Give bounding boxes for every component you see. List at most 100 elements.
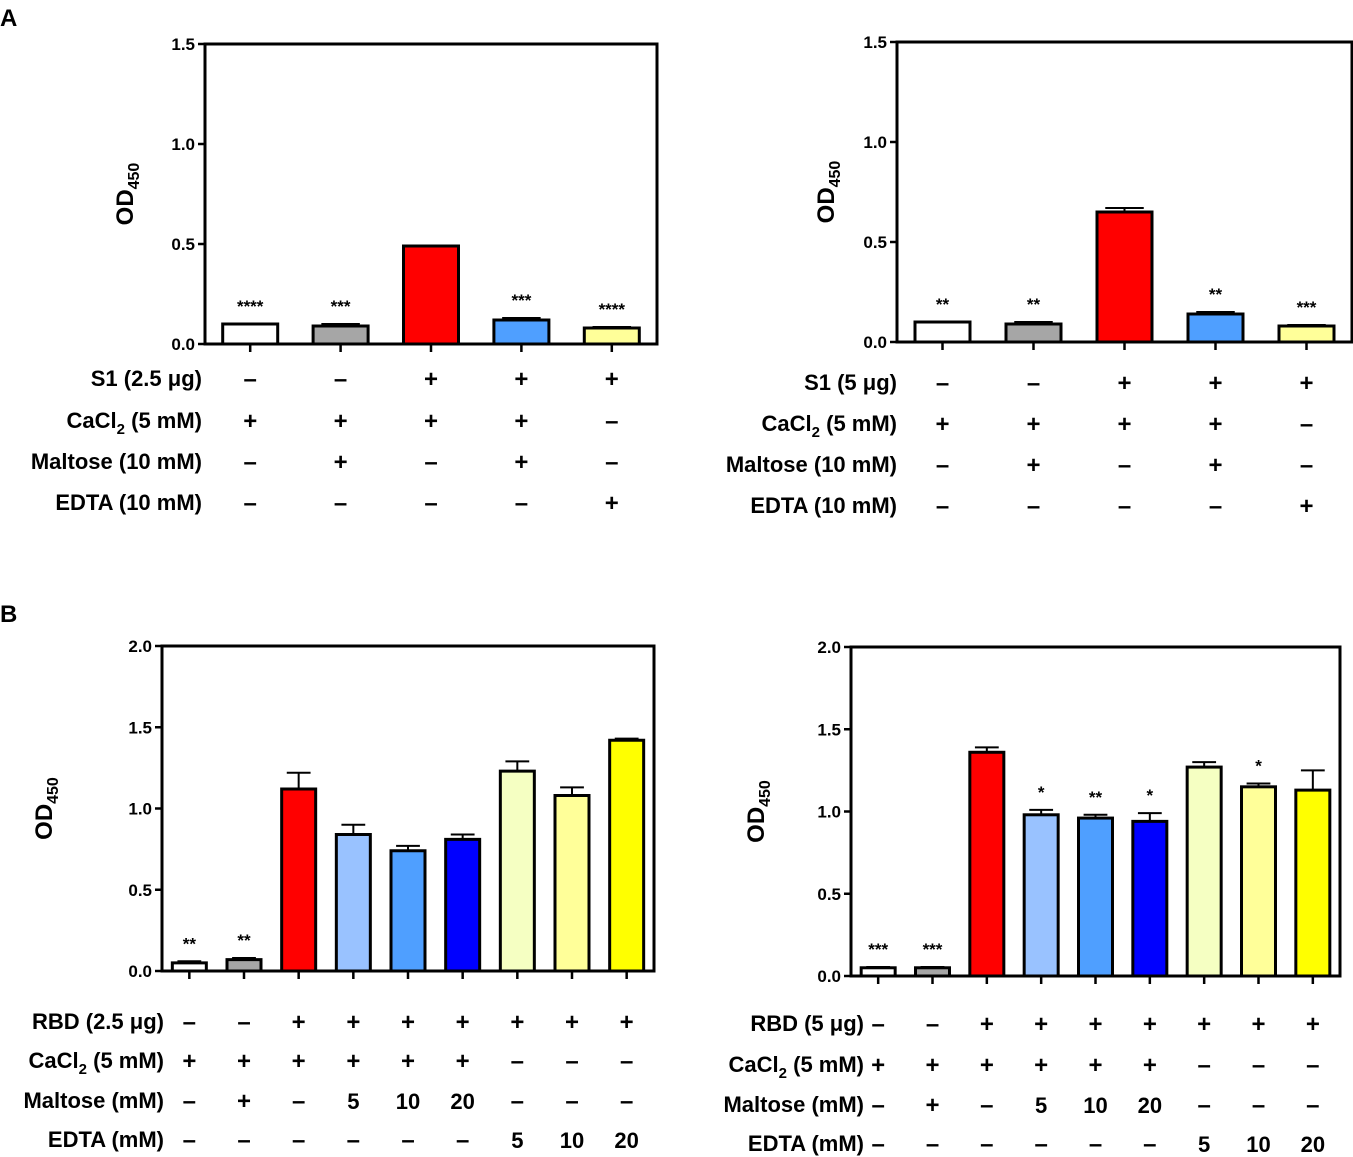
condition-cell: + bbox=[424, 366, 438, 393]
bar bbox=[1022, 813, 1060, 978]
bar bbox=[1277, 324, 1336, 344]
condition-cell: + bbox=[1088, 1052, 1102, 1079]
condition-row-label-text: CaCl bbox=[67, 408, 117, 433]
condition-cell: + bbox=[1034, 1011, 1048, 1038]
y-tick-label: 1.5 bbox=[128, 718, 152, 737]
condition-cell: – bbox=[1027, 370, 1040, 397]
bar bbox=[221, 322, 280, 346]
condition-cell: – bbox=[871, 1131, 884, 1157]
condition-cell: – bbox=[565, 1088, 578, 1115]
condition-cell: – bbox=[244, 490, 257, 517]
significance-label: *** bbox=[511, 291, 531, 310]
condition-cell: + bbox=[510, 1009, 524, 1036]
condition-row-label: Maltose (10 mM) bbox=[726, 452, 897, 477]
condition-cell: + bbox=[237, 1048, 251, 1075]
condition-cell: 20 bbox=[1301, 1132, 1325, 1157]
condition-cell: – bbox=[292, 1127, 305, 1154]
panel-label-b: B bbox=[0, 601, 17, 628]
condition-row-label: Maltose (10 mM) bbox=[31, 449, 202, 474]
condition-cell: – bbox=[401, 1127, 414, 1154]
bar bbox=[402, 244, 460, 346]
condition-cell: + bbox=[605, 366, 619, 393]
condition-cell: 10 bbox=[560, 1128, 584, 1153]
condition-cell: + bbox=[292, 1048, 306, 1075]
condition-row-label-sub: 2 bbox=[79, 1061, 87, 1078]
significance-label: * bbox=[1255, 757, 1262, 776]
condition-cell: – bbox=[1197, 1052, 1210, 1079]
condition-cell: + bbox=[514, 408, 528, 435]
bar bbox=[492, 318, 551, 346]
significance-label: * bbox=[1147, 786, 1154, 805]
condition-cell: + bbox=[346, 1009, 360, 1036]
bar bbox=[1186, 312, 1245, 344]
condition-cell: 5 bbox=[511, 1128, 523, 1153]
condition-cell: – bbox=[871, 1011, 884, 1038]
condition-row-label-text: S1 (5 μg) bbox=[804, 370, 897, 395]
condition-cell: + bbox=[401, 1048, 415, 1075]
condition-cell: – bbox=[936, 452, 949, 479]
condition-cell: 20 bbox=[614, 1128, 638, 1153]
condition-cell: + bbox=[1208, 370, 1222, 397]
condition-cell: + bbox=[925, 1052, 939, 1079]
condition-cell: – bbox=[1034, 1131, 1047, 1157]
condition-cell: + bbox=[980, 1011, 994, 1038]
y-tick-label: 1.5 bbox=[171, 35, 195, 54]
condition-cell: + bbox=[1299, 370, 1313, 397]
condition-cell: + bbox=[182, 1048, 196, 1075]
condition-cell: + bbox=[1026, 452, 1040, 479]
bar bbox=[608, 738, 646, 973]
y-tick-label: 1.0 bbox=[171, 135, 195, 154]
y-tick-label: 1.0 bbox=[128, 800, 152, 819]
condition-cell: – bbox=[926, 1011, 939, 1038]
condition-row-label-text: EDTA (10 mM) bbox=[750, 493, 897, 518]
y-tick-label: 0.0 bbox=[171, 335, 195, 354]
bar bbox=[334, 833, 372, 973]
condition-row-label-text: CaCl bbox=[29, 1048, 79, 1073]
bar bbox=[170, 961, 208, 973]
condition-cell: + bbox=[565, 1009, 579, 1036]
condition-cell: + bbox=[1117, 370, 1131, 397]
condition-cell: + bbox=[1026, 411, 1040, 438]
condition-cell: – bbox=[183, 1088, 196, 1115]
condition-cell: – bbox=[1300, 452, 1313, 479]
condition-cell: – bbox=[1143, 1131, 1156, 1157]
y-tick-label: 0.5 bbox=[863, 233, 887, 252]
condition-cell: – bbox=[244, 366, 257, 393]
bar bbox=[1240, 785, 1277, 978]
y-tick-label: 2.0 bbox=[128, 637, 152, 656]
condition-cell: + bbox=[237, 1088, 251, 1115]
condition-cell: – bbox=[1089, 1131, 1102, 1157]
significance-label: ** bbox=[183, 934, 197, 953]
condition-cell: + bbox=[334, 408, 348, 435]
condition-row-label-suffix: (5 mM) bbox=[787, 1052, 864, 1077]
condition-cell: + bbox=[1088, 1011, 1102, 1038]
bar bbox=[1131, 819, 1169, 978]
condition-cell: – bbox=[620, 1088, 633, 1115]
bar bbox=[444, 837, 482, 973]
condition-cell: – bbox=[237, 1127, 250, 1154]
condition-cell: – bbox=[936, 493, 949, 520]
condition-cell: 5 bbox=[1035, 1093, 1047, 1118]
y-tick-label: 2.0 bbox=[817, 638, 841, 657]
condition-row-label: EDTA (mM) bbox=[748, 1131, 864, 1156]
condition-row-label-text: EDTA (10 mM) bbox=[55, 490, 202, 515]
condition-cell: – bbox=[456, 1127, 469, 1154]
bar bbox=[968, 750, 1006, 978]
condition-cell: – bbox=[511, 1088, 524, 1115]
bar bbox=[225, 958, 263, 973]
condition-cell: – bbox=[980, 1131, 993, 1157]
condition-row-label-text: Maltose (10 mM) bbox=[726, 452, 897, 477]
bar bbox=[389, 849, 427, 973]
bar bbox=[1077, 816, 1114, 978]
significance-label: *** bbox=[331, 297, 351, 316]
significance-label: ** bbox=[1027, 295, 1041, 314]
condition-cell: + bbox=[620, 1009, 634, 1036]
y-axis-label-sub: 450 bbox=[757, 780, 774, 807]
y-tick-label: 0.5 bbox=[128, 881, 152, 900]
significance-label: *** bbox=[1297, 298, 1317, 317]
condition-cell: – bbox=[936, 370, 949, 397]
condition-cell: – bbox=[183, 1009, 196, 1036]
condition-row-label-sub: 2 bbox=[779, 1065, 787, 1082]
condition-cell: 20 bbox=[1138, 1093, 1162, 1118]
